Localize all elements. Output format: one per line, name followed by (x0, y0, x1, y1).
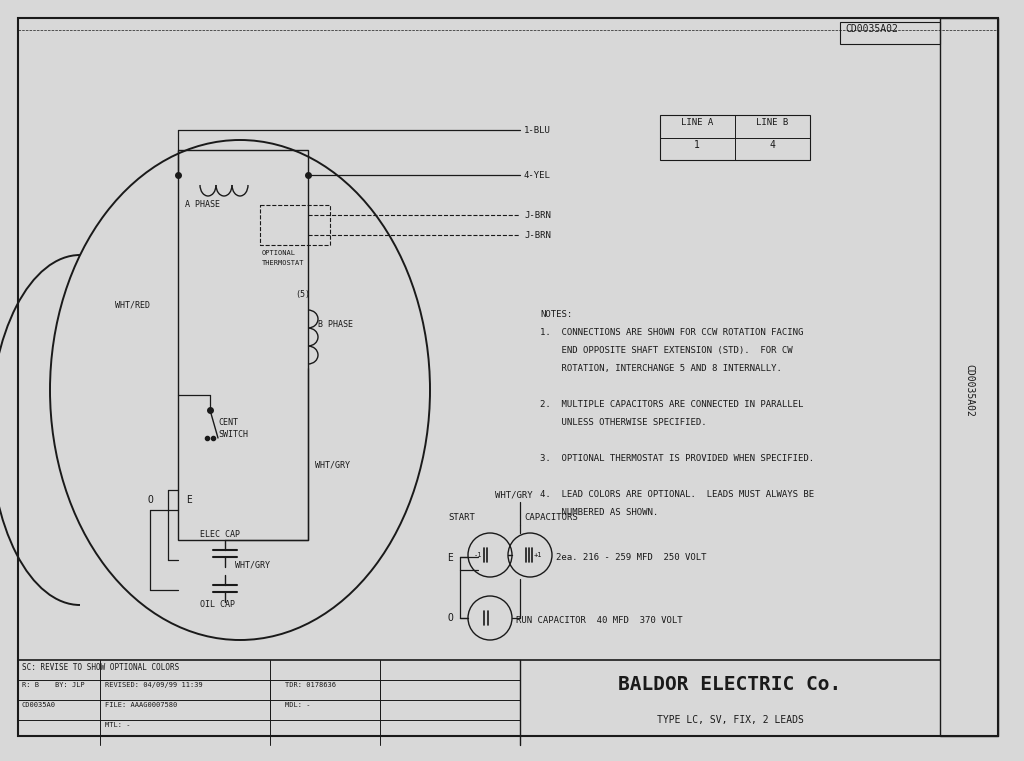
Text: SWITCH: SWITCH (218, 430, 248, 439)
Text: 1.  CONNECTIONS ARE SHOWN FOR CCW ROTATION FACING: 1. CONNECTIONS ARE SHOWN FOR CCW ROTATIO… (540, 328, 804, 337)
Text: O: O (447, 613, 453, 623)
Text: CD0035A02: CD0035A02 (964, 364, 974, 416)
Text: RUN CAPACITOR  40 MFD  370 VOLT: RUN CAPACITOR 40 MFD 370 VOLT (516, 616, 683, 625)
Text: E: E (186, 495, 191, 505)
Text: O: O (148, 495, 154, 505)
Text: NOTES:: NOTES: (540, 310, 572, 319)
Text: FILE: AAAG0007580: FILE: AAAG0007580 (105, 702, 177, 708)
Text: ROTATION, INTERCHANGE 5 AND 8 INTERNALLY.: ROTATION, INTERCHANGE 5 AND 8 INTERNALLY… (540, 364, 782, 373)
Text: CENT: CENT (218, 418, 238, 427)
Text: BY: JLP: BY: JLP (55, 682, 85, 688)
Bar (178, 150, 308, 540)
Bar (840, 22, 940, 44)
Text: THERMOSTAT: THERMOSTAT (262, 260, 304, 266)
Text: OPTIONAL: OPTIONAL (262, 250, 296, 256)
Text: SC: REVISE TO SHOW OPTIONAL COLORS: SC: REVISE TO SHOW OPTIONAL COLORS (22, 663, 179, 672)
Text: (5): (5) (295, 290, 310, 299)
Text: J-BRN: J-BRN (524, 231, 551, 240)
Bar (940, 18, 998, 736)
Text: 4: 4 (769, 140, 775, 150)
Text: ELEC CAP: ELEC CAP (200, 530, 240, 539)
Text: WHT/GRY: WHT/GRY (315, 460, 350, 469)
Text: MTL: -: MTL: - (105, 722, 130, 728)
Text: TDR: 0178636: TDR: 0178636 (285, 682, 336, 688)
Text: 2.  MULTIPLE CAPACITORS ARE CONNECTED IN PARALLEL: 2. MULTIPLE CAPACITORS ARE CONNECTED IN … (540, 400, 804, 409)
Text: CD0035A0: CD0035A0 (22, 702, 56, 708)
Text: OIL CAP: OIL CAP (200, 600, 234, 609)
Text: NUMBERED AS SHOWN.: NUMBERED AS SHOWN. (540, 508, 658, 517)
Text: 1: 1 (694, 140, 700, 150)
Text: UNLESS OTHERWISE SPECIFIED.: UNLESS OTHERWISE SPECIFIED. (540, 418, 707, 427)
Bar (660, 115, 810, 160)
Text: R: B: R: B (22, 682, 39, 688)
Text: CD0035A02: CD0035A02 (845, 24, 898, 34)
Text: 3.  OPTIONAL THERMOSTAT IS PROVIDED WHEN SPECIFIED.: 3. OPTIONAL THERMOSTAT IS PROVIDED WHEN … (540, 454, 814, 463)
Text: MDL: -: MDL: - (285, 702, 310, 708)
Text: J-BRN: J-BRN (524, 211, 551, 220)
Text: E: E (447, 553, 453, 563)
Text: WHT/RED: WHT/RED (115, 300, 150, 309)
Text: 4.  LEAD COLORS ARE OPTIONAL.  LEADS MUST ALWAYS BE: 4. LEAD COLORS ARE OPTIONAL. LEADS MUST … (540, 490, 814, 499)
Text: TYPE LC, SV, FIX, 2 LEADS: TYPE LC, SV, FIX, 2 LEADS (656, 715, 804, 725)
Text: 4-YEL: 4-YEL (524, 171, 551, 180)
Text: END OPPOSITE SHAFT EXTENSION (STD).  FOR CW: END OPPOSITE SHAFT EXTENSION (STD). FOR … (540, 346, 793, 355)
Text: -1: -1 (474, 552, 482, 558)
Text: 1-BLU: 1-BLU (524, 126, 551, 135)
Text: START: START (449, 513, 475, 522)
Bar (260, 205, 330, 245)
Text: BALDOR ELECTRIC Co.: BALDOR ELECTRIC Co. (618, 675, 842, 694)
Text: 2ea. 216 - 259 MFD  250 VOLT: 2ea. 216 - 259 MFD 250 VOLT (556, 553, 707, 562)
Text: B PHASE: B PHASE (318, 320, 353, 329)
Text: +1: +1 (534, 552, 543, 558)
Text: REVISED: 04/09/99 11:39: REVISED: 04/09/99 11:39 (105, 682, 203, 688)
Text: CAPACITORS: CAPACITORS (524, 513, 578, 522)
Text: WHT/GRY: WHT/GRY (495, 490, 532, 499)
Text: WHT/GRY: WHT/GRY (234, 560, 270, 569)
Text: A PHASE: A PHASE (185, 200, 220, 209)
Text: LINE B: LINE B (756, 118, 788, 127)
Text: LINE A: LINE A (681, 118, 713, 127)
